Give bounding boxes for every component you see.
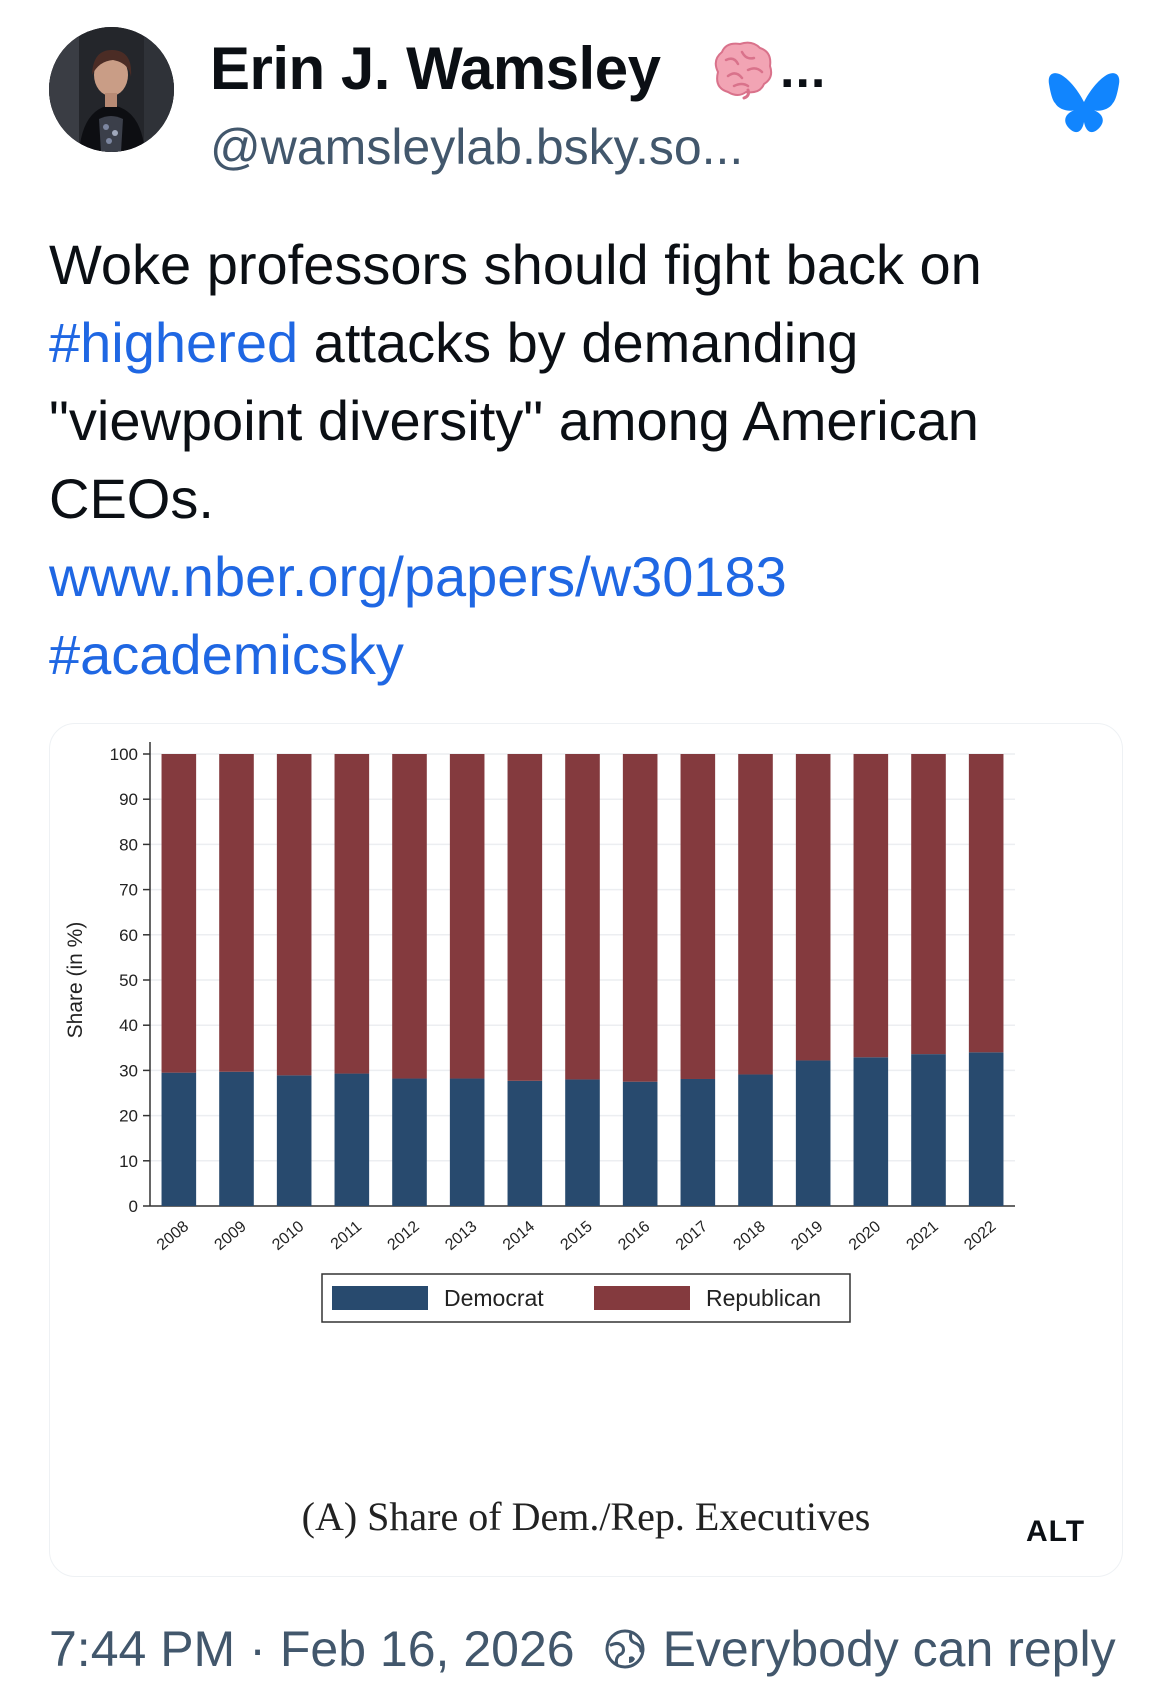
post-text-line: #highered attacks by demanding	[49, 304, 1139, 382]
x-tick-label: 2008	[154, 1218, 192, 1254]
hashtag-link[interactable]: #academicsky	[49, 623, 404, 686]
hashtag-link[interactable]: #highered	[49, 311, 299, 374]
post-text-line: CEOs.	[49, 460, 1139, 538]
bar-republican-2012	[392, 754, 427, 1079]
bar-democrat-2012	[392, 1078, 427, 1206]
y-tick-label: 30	[119, 1061, 138, 1080]
stacked-bar-chart: 0 10 20 30 40 50 60 70 80 90 100 Share (in %) 2008 20…	[64, 742, 1015, 1539]
bar-republican-2013	[449, 754, 485, 1079]
bar-democrat-2014	[507, 1080, 543, 1206]
y-tick-label: 90	[119, 790, 138, 809]
bar-republican-2022	[968, 754, 1004, 1053]
bar-democrat-2022	[968, 1052, 1004, 1206]
y-tick-label: 20	[119, 1107, 138, 1126]
bar-republican-2016	[622, 754, 658, 1082]
more-icon[interactable]: ...	[780, 41, 827, 99]
legend-label-republican: Republican	[706, 1285, 821, 1311]
bar-republican-2009	[219, 754, 254, 1072]
post-text-segment: CEOs.	[49, 467, 214, 530]
avatar[interactable]	[49, 27, 174, 152]
y-tick-label: 80	[119, 835, 138, 854]
chart-image-embed[interactable]: 0 10 20 30 40 50 60 70 80 90 100 Share (in %) 2008 20…	[49, 723, 1123, 1577]
alt-badge[interactable]: ALT	[1026, 1515, 1086, 1548]
x-tick-label: 2014	[500, 1218, 538, 1254]
post-text-segment: "viewpoint diversity" among American	[49, 389, 979, 452]
bluesky-butterfly-icon[interactable]	[1047, 72, 1121, 138]
post-text-line: #academicsky	[49, 616, 1139, 694]
separator: ·	[249, 1621, 266, 1677]
bar-democrat-2008	[161, 1072, 197, 1206]
x-tick-label: 2015	[558, 1218, 596, 1254]
bar-democrat-2018	[738, 1074, 773, 1206]
bar-republican-2020	[853, 754, 889, 1058]
post-text-line: "viewpoint diversity" among American	[49, 382, 1139, 460]
x-tick-label: 2013	[442, 1218, 480, 1254]
bar-democrat-2017	[680, 1078, 716, 1206]
bar-republican-2021	[911, 754, 946, 1055]
bar-republican-2019	[795, 754, 831, 1061]
x-tick-label: 2018	[731, 1218, 769, 1254]
x-tick-label: 2011	[328, 1218, 365, 1253]
legend-swatch-republican	[594, 1286, 690, 1310]
post-time[interactable]: 7:44 PM	[49, 1621, 236, 1677]
post-date[interactable]: Feb 16, 2026	[279, 1621, 575, 1677]
bar-democrat-2021	[911, 1054, 946, 1206]
bar-democrat-2015	[565, 1079, 600, 1206]
x-tick-label: 2016	[615, 1218, 653, 1254]
post-text-line: www.nber.org/papers/w30183	[49, 538, 1139, 616]
bar-republican-2018	[738, 754, 773, 1075]
bar-republican-2017	[680, 754, 716, 1079]
x-tick-label: 2017	[673, 1218, 711, 1254]
x-tick-label: 2021	[904, 1218, 942, 1254]
x-tick-label: 2020	[846, 1218, 884, 1254]
x-tick-label: 2010	[269, 1218, 307, 1254]
bar-republican-2015	[565, 754, 600, 1080]
brain-icon	[714, 41, 773, 100]
bar-democrat-2019	[795, 1060, 831, 1206]
legend-label-democrat: Democrat	[444, 1285, 544, 1311]
x-tick-label: 2019	[788, 1218, 826, 1254]
legend-swatch-democrat	[332, 1286, 428, 1310]
bar-republican-2011	[334, 754, 370, 1074]
post-text-line: Woke professors should fight back on	[49, 226, 1139, 304]
post-footer: 7:44 PM · Feb 16, 2026 Everybody can rep…	[49, 1620, 1116, 1678]
bar-democrat-2016	[622, 1081, 658, 1206]
y-tick-label: 100	[110, 745, 138, 764]
url-link[interactable]: www.nber.org/papers/w30183	[49, 545, 787, 608]
x-tick-label: 2012	[385, 1218, 423, 1254]
handle[interactable]: @wamsleylab.bsky.so...	[210, 119, 744, 175]
post-text-segment: Woke professors should fight back on	[49, 233, 982, 296]
y-tick-label: 60	[119, 926, 138, 945]
bar-democrat-2009	[219, 1071, 254, 1206]
bar-democrat-2010	[276, 1075, 312, 1206]
y-tick-label: 70	[119, 881, 138, 900]
x-tick-label: 2009	[212, 1218, 250, 1254]
bar-republican-2008	[161, 754, 197, 1073]
bar-democrat-2013	[449, 1078, 485, 1206]
bar-republican-2014	[507, 754, 543, 1081]
bar-democrat-2011	[334, 1073, 370, 1206]
post-text: Woke professors should fight back on #hig…	[49, 226, 1139, 694]
y-tick-label: 50	[119, 971, 138, 990]
chart-caption: (A) Share of Dem./Rep. Executives	[302, 1494, 871, 1539]
globe-icon	[605, 1629, 645, 1669]
y-tick-label: 0	[129, 1197, 138, 1216]
y-tick-label: 10	[119, 1152, 138, 1171]
y-tick-label: 40	[119, 1016, 138, 1035]
reply-setting[interactable]: Everybody can reply	[662, 1621, 1116, 1677]
x-tick-label: 2022	[961, 1218, 999, 1254]
bar-democrat-2020	[853, 1057, 889, 1206]
bar-republican-2010	[276, 754, 312, 1076]
y-axis-label: Share (in %)	[64, 922, 87, 1039]
post-text-segment: attacks by demanding	[298, 311, 859, 374]
display-name[interactable]: Erin J. Wamsley	[210, 35, 661, 102]
